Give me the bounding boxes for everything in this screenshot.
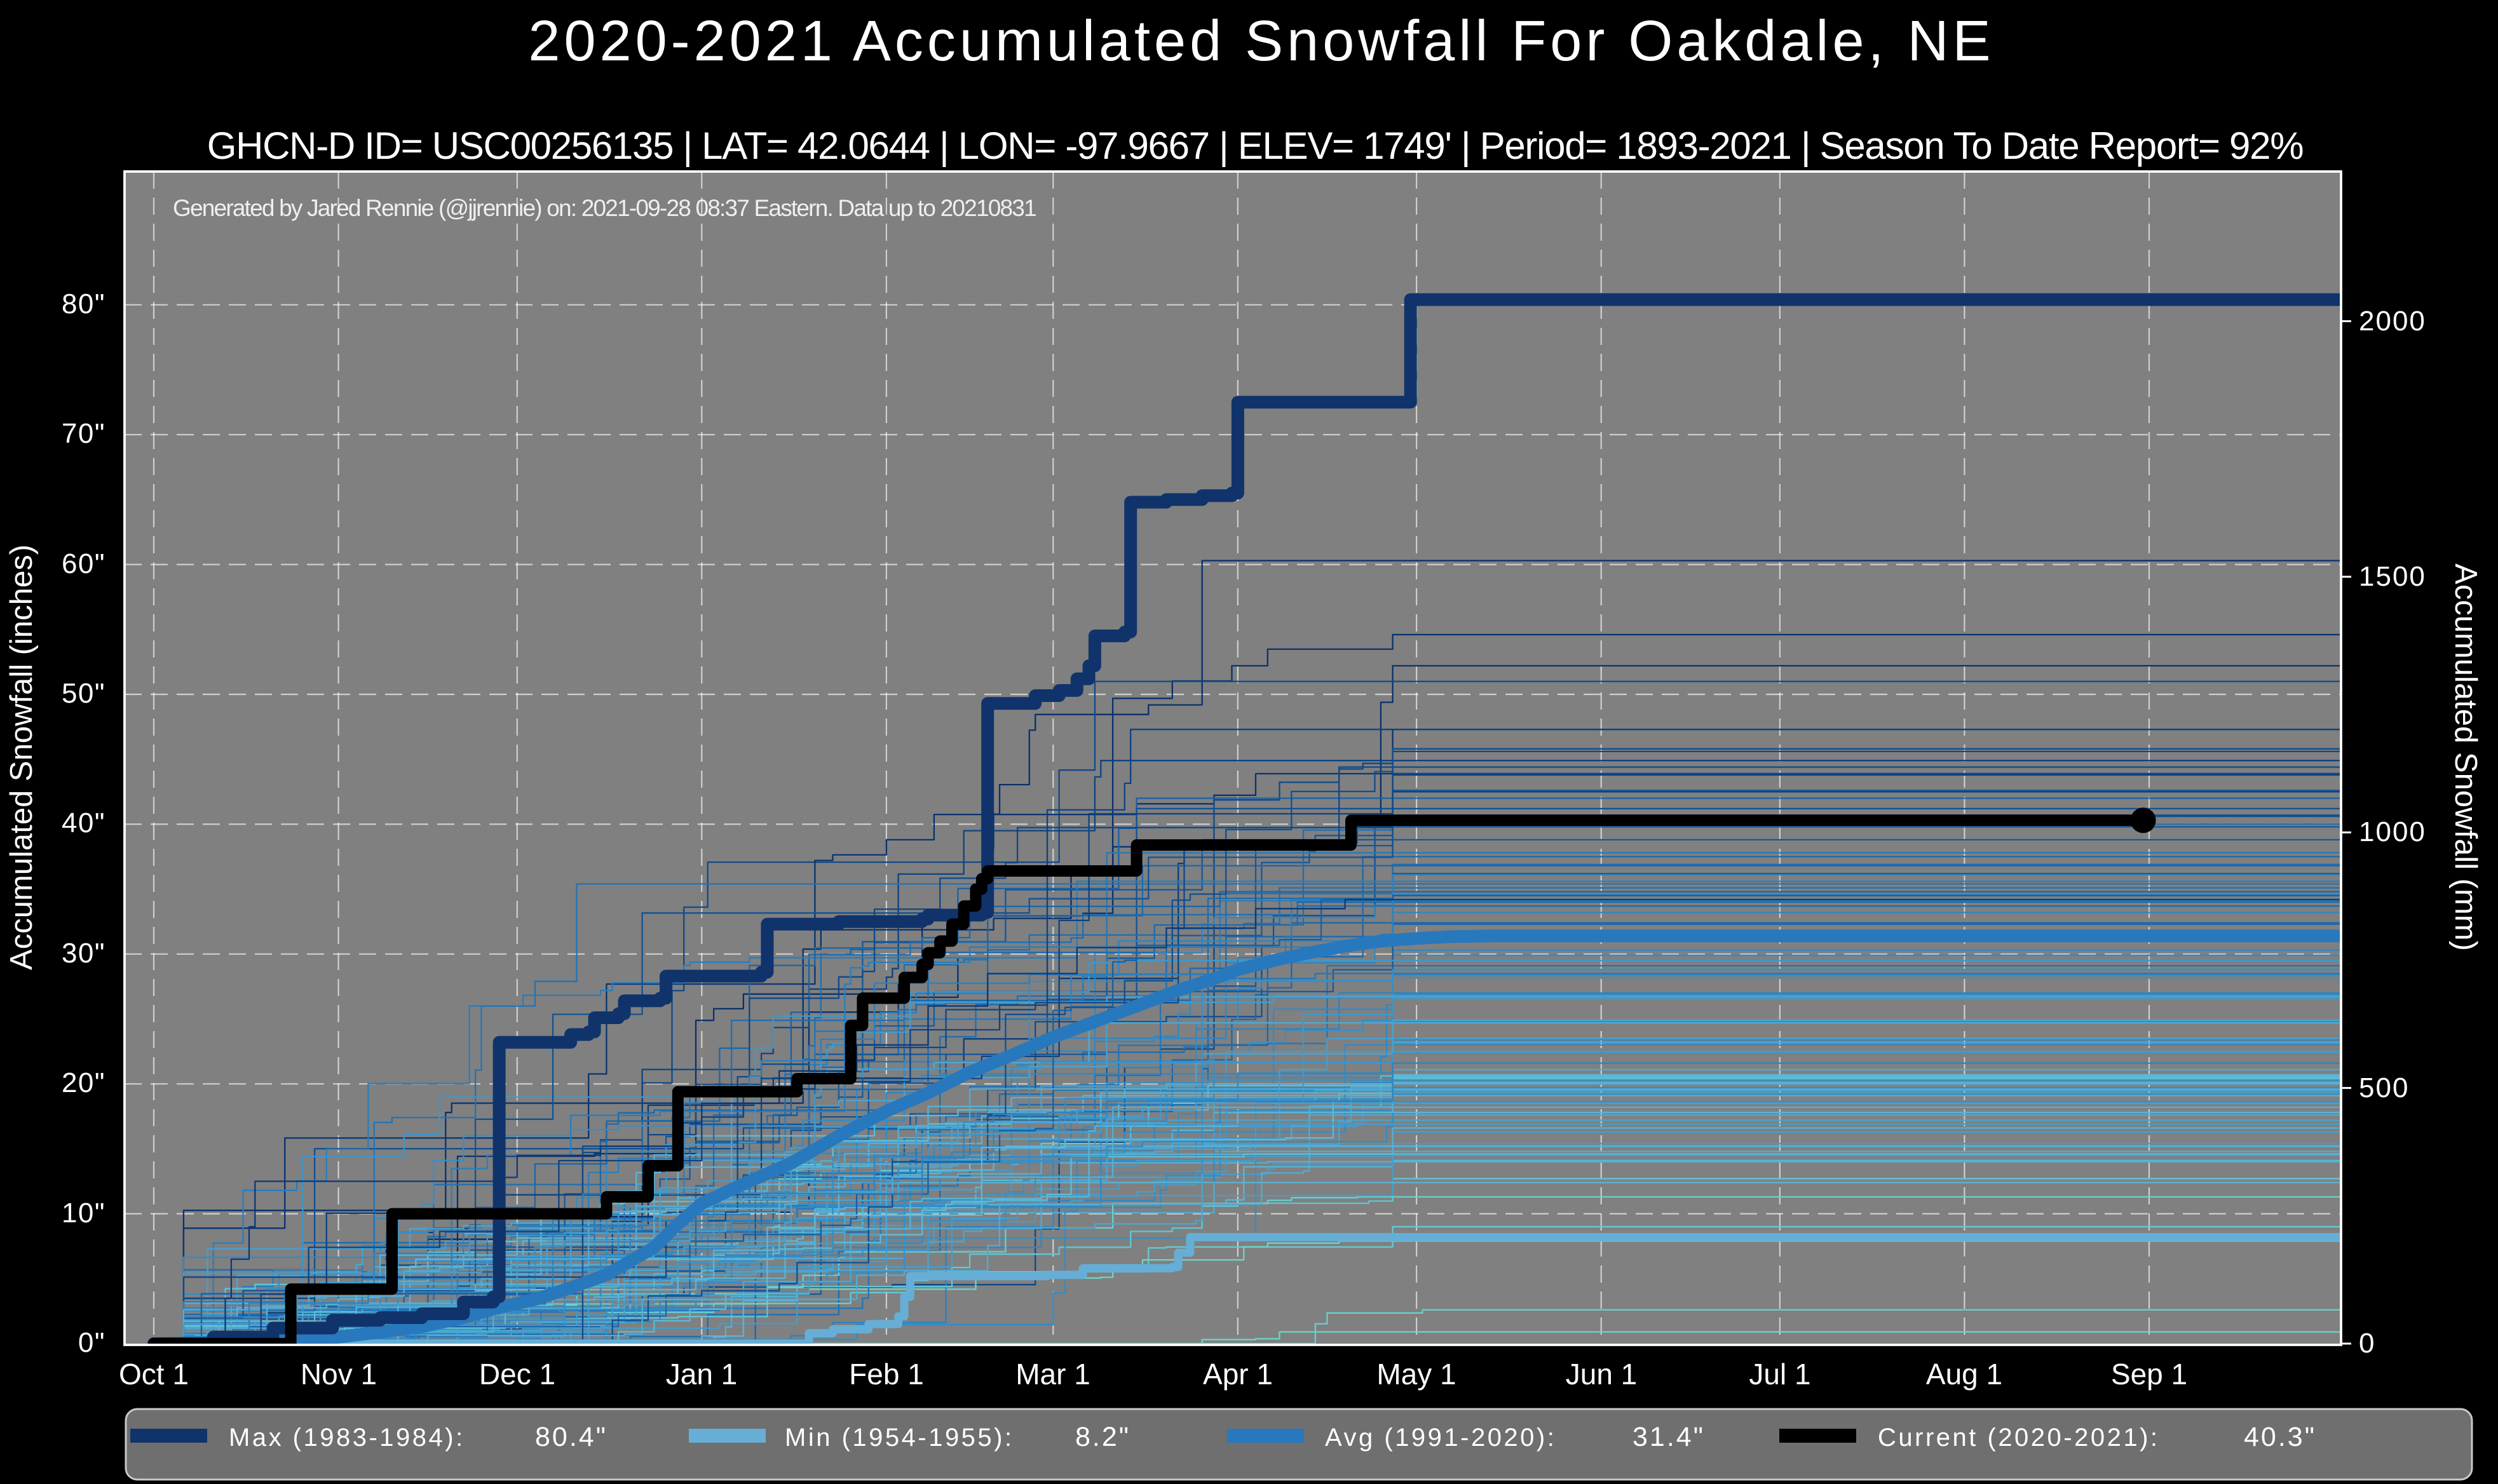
svg-text:40": 40" bbox=[62, 807, 105, 839]
svg-text:Max (1983-1984):: Max (1983-1984): bbox=[229, 1424, 465, 1452]
svg-text:Feb 1: Feb 1 bbox=[849, 1358, 924, 1391]
svg-text:70": 70" bbox=[62, 418, 105, 449]
svg-text:Dec 1: Dec 1 bbox=[479, 1358, 555, 1391]
svg-text:0": 0" bbox=[78, 1327, 105, 1358]
svg-text:40.3": 40.3" bbox=[2244, 1422, 2316, 1452]
svg-text:Mar 1: Mar 1 bbox=[1015, 1358, 1090, 1391]
svg-text:2020-2021 Accumulated Snowfall: 2020-2021 Accumulated Snowfall For Oakda… bbox=[528, 10, 1994, 73]
svg-text:Avg (1991-2020):: Avg (1991-2020): bbox=[1325, 1424, 1556, 1452]
svg-text:Current (2020-2021):: Current (2020-2021): bbox=[1878, 1424, 2160, 1452]
svg-text:80.4": 80.4" bbox=[535, 1422, 608, 1452]
svg-text:80": 80" bbox=[62, 288, 105, 320]
svg-text:60": 60" bbox=[62, 548, 105, 579]
svg-text:20": 20" bbox=[62, 1067, 105, 1098]
svg-text:31.4": 31.4" bbox=[1633, 1422, 1705, 1452]
svg-text:Jul 1: Jul 1 bbox=[1749, 1358, 1810, 1391]
svg-text:Accumulated Snowfall (mm): Accumulated Snowfall (mm) bbox=[2448, 563, 2483, 951]
svg-text:GHCN-D ID= USC00256135 | LAT=: GHCN-D ID= USC00256135 | LAT= 42.0644 | … bbox=[207, 125, 2304, 167]
svg-text:Nov 1: Nov 1 bbox=[301, 1358, 377, 1391]
svg-text:Min (1954-1955):: Min (1954-1955): bbox=[785, 1424, 1014, 1452]
svg-text:1000: 1000 bbox=[2359, 816, 2426, 847]
svg-text:50": 50" bbox=[62, 678, 105, 709]
svg-text:0: 0 bbox=[2359, 1328, 2375, 1359]
svg-text:Generated by Jared Rennie (@jj: Generated by Jared Rennie (@jjrennie) on… bbox=[173, 195, 1036, 221]
svg-text:2000: 2000 bbox=[2359, 306, 2426, 337]
svg-text:Jun 1: Jun 1 bbox=[1566, 1358, 1638, 1391]
svg-text:1500: 1500 bbox=[2359, 561, 2426, 592]
svg-text:8.2": 8.2" bbox=[1075, 1422, 1130, 1452]
svg-text:Oct 1: Oct 1 bbox=[119, 1358, 189, 1391]
svg-text:May 1: May 1 bbox=[1376, 1358, 1456, 1391]
svg-text:30": 30" bbox=[62, 938, 105, 969]
svg-text:10": 10" bbox=[62, 1197, 105, 1229]
svg-text:Jan 1: Jan 1 bbox=[666, 1358, 738, 1391]
svg-text:Accumulated Snowfall (inches): Accumulated Snowfall (inches) bbox=[4, 544, 39, 970]
svg-text:Sep 1: Sep 1 bbox=[2111, 1358, 2187, 1391]
svg-text:Apr 1: Apr 1 bbox=[1203, 1358, 1273, 1391]
svg-text:500: 500 bbox=[2359, 1072, 2409, 1103]
svg-text:Aug 1: Aug 1 bbox=[1926, 1358, 2002, 1391]
